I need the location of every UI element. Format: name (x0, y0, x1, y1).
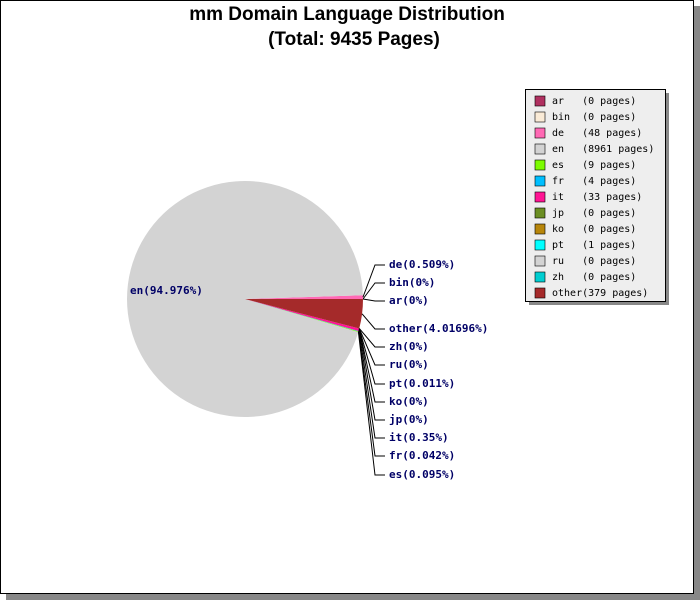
leader-line (362, 264, 385, 298)
pie-slice (127, 181, 363, 418)
legend-swatch (534, 223, 546, 235)
chart-subtitle: (Total: 9435 Pages) (268, 29, 440, 50)
legend-swatch (534, 159, 546, 171)
legend-swatch (534, 95, 546, 107)
legend-swatch (534, 175, 546, 187)
slice-label: zh(0%) (389, 340, 429, 353)
legend-label: zh (0 pages) (552, 272, 636, 283)
leader-line (358, 328, 385, 421)
slice-label: bin(0%) (389, 276, 435, 289)
legend-label: ar (0 pages) (552, 96, 636, 107)
legend-swatch (534, 191, 546, 203)
leader-line (358, 329, 385, 439)
legend-swatch (534, 255, 546, 267)
pie-slice (245, 299, 360, 332)
legend-label: jp (0 pages) (552, 208, 636, 219)
legend-swatch (534, 271, 546, 283)
leader-line (358, 328, 385, 403)
pie-slice (245, 299, 363, 329)
pie-slice (245, 299, 359, 333)
pie-slice (245, 299, 359, 332)
legend-label: en (8961 pages) (552, 144, 654, 155)
legend-box (525, 89, 666, 302)
legend-swatch (534, 207, 546, 219)
legend-swatch (534, 111, 546, 123)
slice-label: other(4.01696%) (389, 322, 488, 335)
leader-line (358, 331, 385, 457)
legend-label: bin (0 pages) (552, 112, 636, 123)
pie-slice (245, 295, 363, 299)
slice-label: es(0.095%) (389, 468, 455, 481)
slice-label: pt(0.011%) (389, 377, 455, 390)
slice-label: en(94.976%) (130, 284, 203, 297)
legend-label: it (33 pages) (552, 192, 642, 203)
legend-label: fr (4 pages) (552, 176, 636, 187)
leader-line (358, 328, 385, 366)
slice-label: ar(0%) (389, 294, 429, 307)
slice-label: it(0.35%) (389, 431, 449, 444)
legend-swatch (534, 127, 546, 139)
legend-label: ko (0 pages) (552, 224, 636, 235)
leader-line (357, 331, 385, 476)
legend-label: de (48 pages) (552, 128, 642, 139)
leader-line (361, 313, 385, 330)
legend-swatch (534, 287, 546, 299)
chart-title: mm Domain Language Distribution (189, 4, 505, 25)
slice-label: ru(0%) (389, 358, 429, 371)
leader-line (358, 328, 385, 348)
slice-label: de(0.509%) (389, 258, 455, 271)
legend-label: other(379 pages) (552, 288, 648, 299)
pie-slice (245, 299, 360, 329)
legend-label: pt (1 pages) (552, 240, 636, 251)
legend-swatch (534, 143, 546, 155)
legend-swatch (534, 239, 546, 251)
slice-label: jp(0%) (389, 413, 429, 426)
legend-label: ru (0 pages) (552, 256, 636, 267)
slice-label: fr(0.042%) (389, 449, 455, 462)
leader-line (362, 282, 385, 300)
leader-line (358, 328, 385, 385)
slice-label: ko(0%) (389, 395, 429, 408)
legend-label: es (9 pages) (552, 160, 636, 171)
leader-line (362, 298, 385, 302)
